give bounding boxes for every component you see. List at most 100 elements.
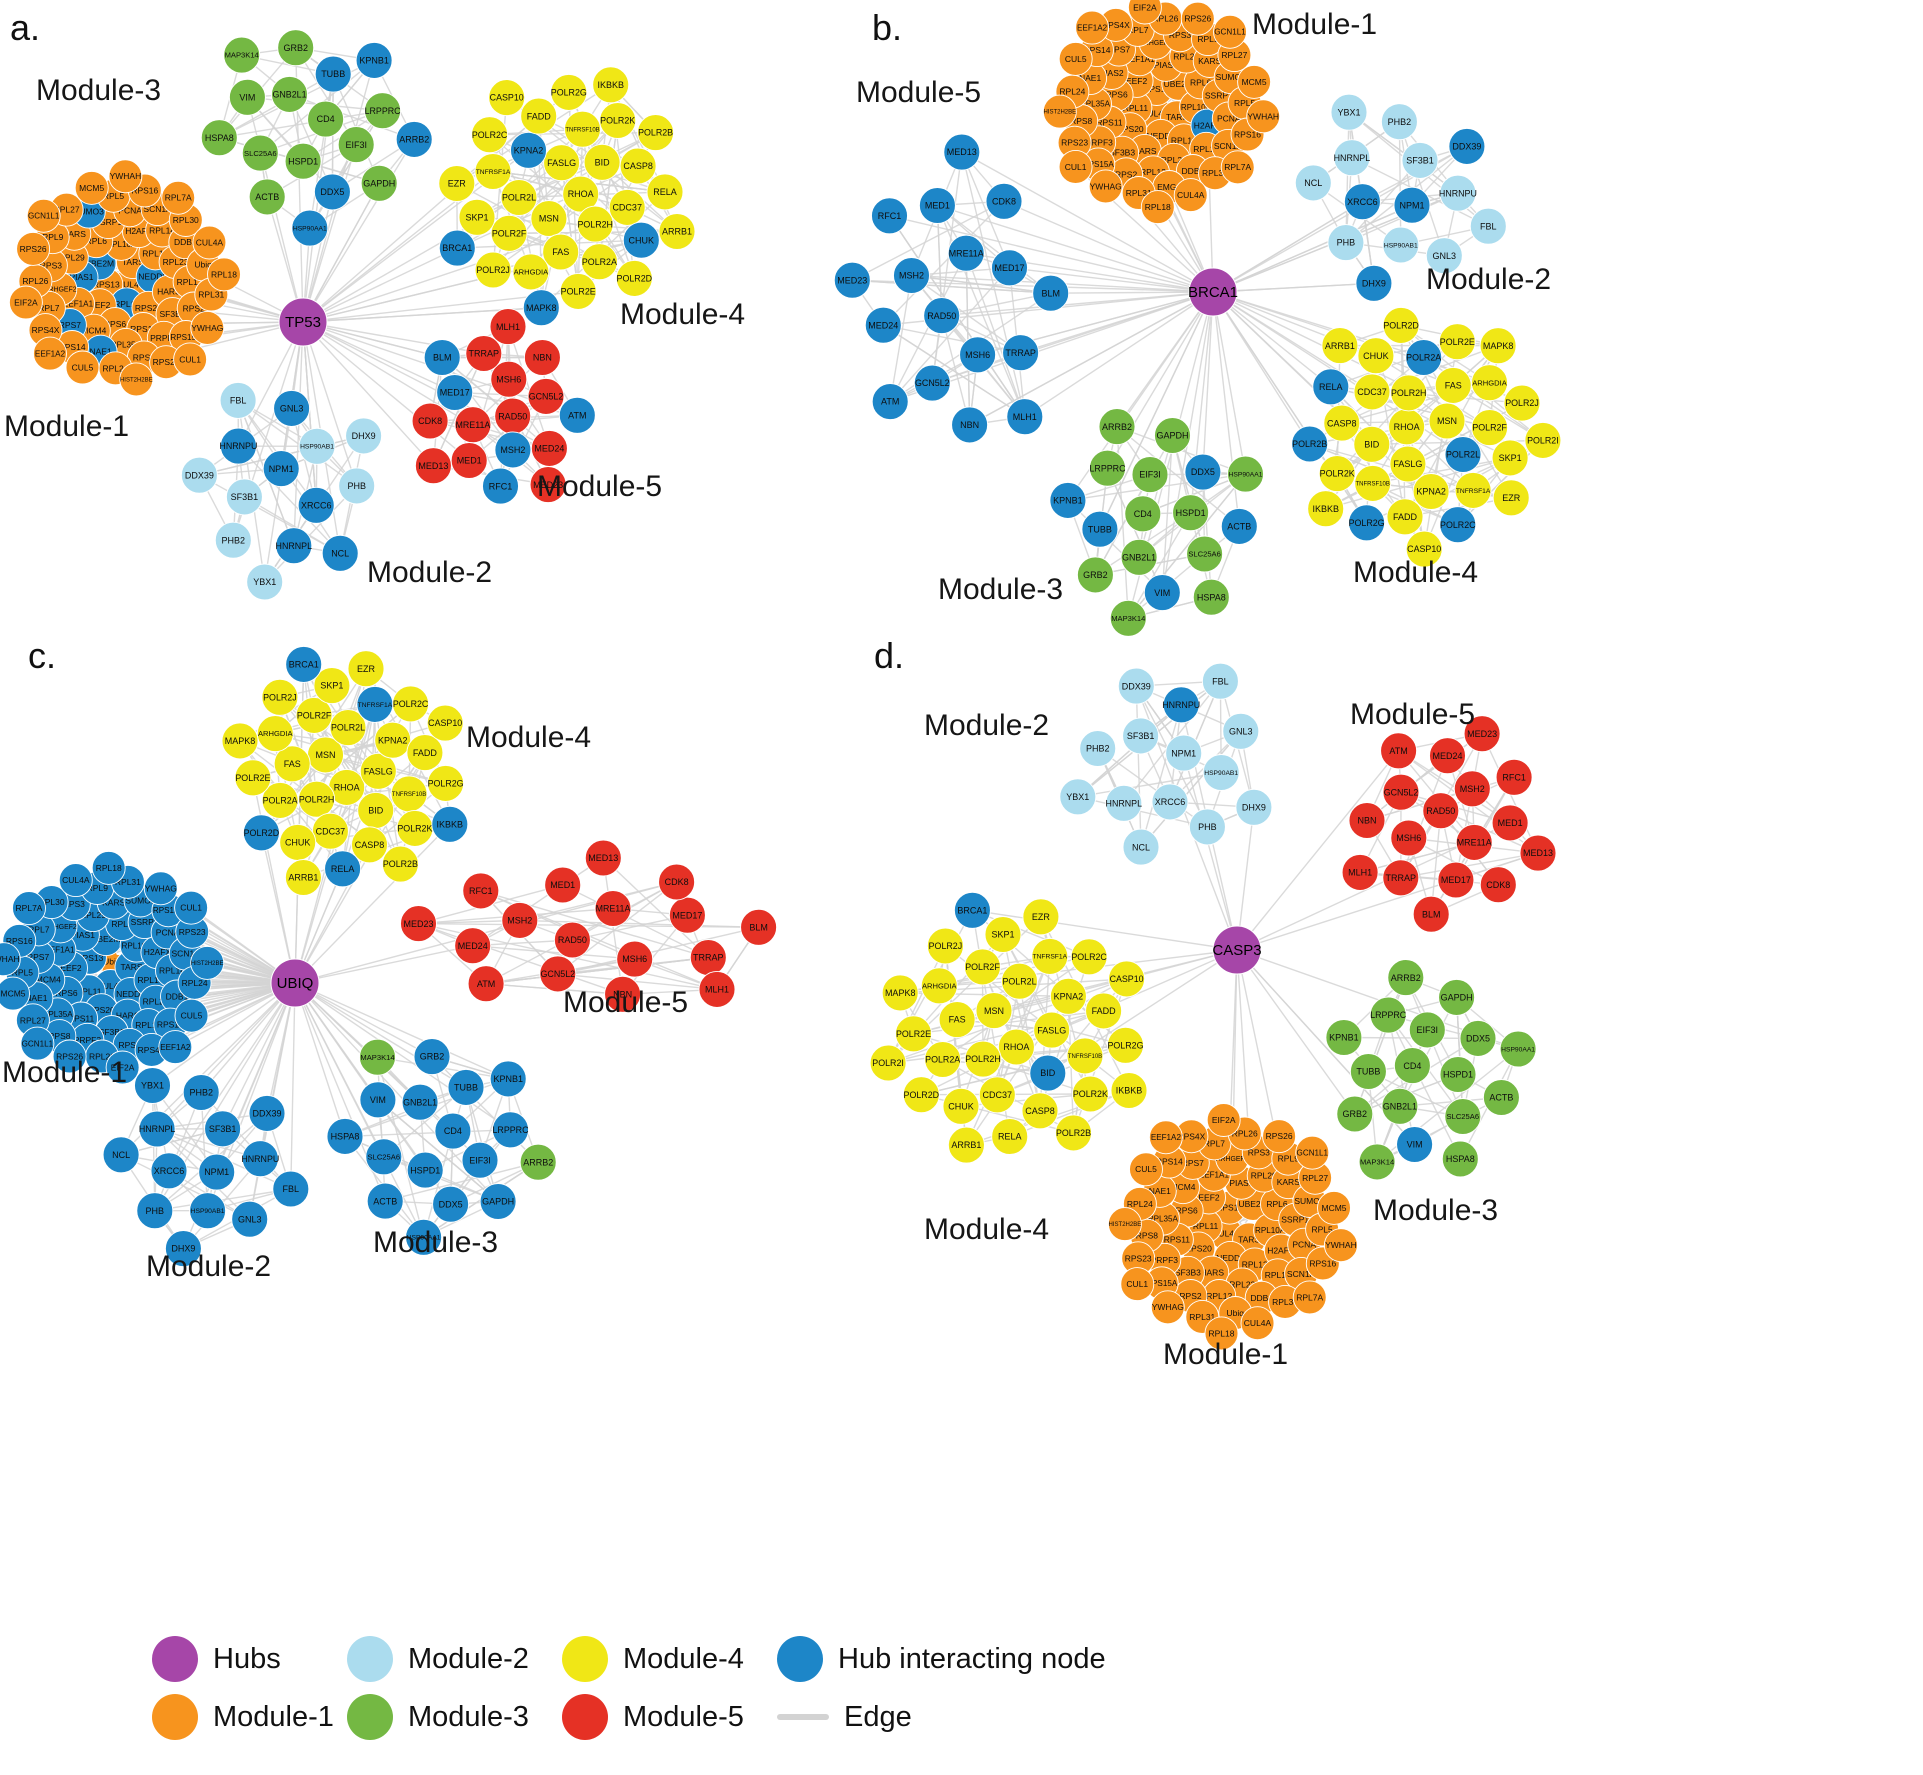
node-TUBB[interactable]: TUBB [447, 1068, 485, 1106]
node-HNRNPL[interactable]: HNRNPL [138, 1110, 176, 1148]
node-MAPK8[interactable]: MAPK8 [1479, 327, 1517, 365]
node-CDC37[interactable]: CDC37 [1353, 373, 1391, 411]
node-POLR2B[interactable]: POLR2B [637, 114, 675, 152]
node-TRRAP[interactable]: TRRAP [465, 335, 503, 372]
node-FASLG[interactable]: FASLG [1033, 1011, 1071, 1049]
node-VIM[interactable]: VIM [228, 78, 266, 116]
node-FBL[interactable]: FBL [219, 381, 257, 419]
node-MRE11A[interactable]: MRE11A [454, 406, 492, 444]
node-XRCC6[interactable]: XRCC6 [150, 1152, 188, 1190]
node-PHB[interactable]: PHB [338, 467, 376, 505]
node-MLH1[interactable]: MLH1 [1006, 398, 1044, 436]
node-MLH1[interactable]: MLH1 [698, 970, 736, 1008]
node-MAP3K14[interactable]: MAP3K14 [359, 1038, 396, 1076]
node-POLR2F[interactable]: POLR2F [964, 948, 1001, 986]
node-ARHGDIA[interactable]: ARHGDIA [256, 715, 294, 753]
node-NPM1[interactable]: NPM1 [262, 450, 300, 488]
node-KPNB1[interactable]: KPNB1 [1049, 481, 1087, 519]
node-MED17[interactable]: MED17 [436, 374, 474, 411]
node-PHB2[interactable]: PHB2 [1380, 103, 1418, 141]
node-HSPD1[interactable]: HSPD1 [284, 142, 322, 180]
node-CASP10[interactable]: CASP10 [426, 704, 464, 742]
node-EEF1A2[interactable]: EEF1A2 [158, 1030, 193, 1065]
node-HIST2H2BE[interactable]: HIST2H2BE [119, 362, 154, 397]
node-EEF1A2[interactable]: EEF1A2 [1075, 10, 1110, 45]
node-MED13[interactable]: MED13 [1519, 834, 1557, 872]
node-HNRNPU[interactable]: HNRNPU [219, 427, 257, 465]
node-MED24[interactable]: MED24 [454, 927, 492, 965]
node-CUL4A[interactable]: CUL4A [1240, 1306, 1275, 1341]
node-POLR2D[interactable]: POLR2D [1382, 306, 1420, 344]
node-IKBKB[interactable]: IKBKB [431, 805, 469, 843]
node-RPL18[interactable]: RPL18 [1204, 1316, 1239, 1351]
node-DHX9[interactable]: DHX9 [164, 1230, 202, 1268]
node-CASP8[interactable]: CASP8 [1021, 1092, 1059, 1130]
node-MSH6[interactable]: MSH6 [959, 336, 997, 374]
node-HIST2H2BE[interactable]: HIST2H2BE [1107, 1207, 1142, 1242]
node-ARRB2[interactable]: ARRB2 [519, 1143, 557, 1181]
node-POLR2H[interactable]: POLR2H [964, 1040, 1002, 1078]
node-POLR2A[interactable]: POLR2A [1405, 339, 1443, 376]
node-POLR2G[interactable]: POLR2G [1107, 1026, 1144, 1064]
node-POLR2A[interactable]: POLR2A [580, 243, 618, 281]
node-VIM[interactable]: VIM [1143, 574, 1181, 612]
node-EIF3I[interactable]: EIF3I [337, 126, 375, 164]
node-MED1[interactable]: MED1 [918, 187, 956, 224]
node-FAS[interactable]: FAS [542, 233, 580, 271]
node-RFC1[interactable]: RFC1 [1495, 758, 1533, 796]
node-POLR2E[interactable]: POLR2E [234, 759, 272, 797]
node-CDK8[interactable]: CDK8 [658, 863, 696, 901]
node-POLR2B[interactable]: POLR2B [1055, 1114, 1092, 1152]
node-GCN1L1[interactable]: GCN1L1 [20, 1026, 55, 1061]
node-MED23[interactable]: MED23 [833, 261, 871, 299]
node-POLR2J[interactable]: POLR2J [474, 251, 512, 289]
node-EZR[interactable]: EZR [1022, 898, 1060, 936]
node-FADD[interactable]: FADD [520, 97, 558, 135]
node-RPS26[interactable]: RPS26 [1262, 1119, 1297, 1154]
node-RFC1[interactable]: RFC1 [462, 872, 500, 910]
node-HSPA8[interactable]: HSPA8 [200, 119, 238, 157]
node-ATM[interactable]: ATM [467, 965, 505, 1003]
node-DDX5[interactable]: DDX5 [432, 1185, 470, 1223]
node-BRCA1[interactable]: BRCA1 [953, 891, 991, 929]
node-ARRB2[interactable]: ARRB2 [1387, 959, 1425, 997]
node-VIM[interactable]: VIM [359, 1081, 397, 1119]
node-MAP3K14[interactable]: MAP3K14 [1109, 599, 1147, 637]
node-MCM5[interactable]: MCM5 [74, 170, 109, 205]
node-RHOA[interactable]: RHOA [1388, 408, 1426, 446]
node-TNFRSF10B[interactable]: TNFRSF10B [1066, 1037, 1104, 1075]
node-EIF2A[interactable]: EIF2A [8, 285, 43, 320]
node-MCM5[interactable]: MCM5 [0, 976, 30, 1011]
node-HSP90AB1[interactable]: HSP90AB1 [1382, 226, 1420, 264]
node-POLR2C[interactable]: POLR2C [392, 685, 430, 723]
node-TRRAP[interactable]: TRRAP [1002, 334, 1040, 372]
node-RFC1[interactable]: RFC1 [482, 467, 519, 505]
node-TNFRSF1A[interactable]: TNFRSF1A [1454, 471, 1492, 509]
node-CHUK[interactable]: CHUK [1357, 337, 1395, 375]
node-HNRNPL[interactable]: HNRNPL [1333, 139, 1371, 177]
node-NPM1[interactable]: NPM1 [1393, 186, 1431, 224]
node-PHB[interactable]: PHB [136, 1192, 174, 1230]
node-DDX5[interactable]: DDX5 [1459, 1019, 1497, 1057]
node-TUBB[interactable]: TUBB [1349, 1053, 1387, 1090]
node-SKP1[interactable]: SKP1 [313, 667, 351, 705]
node-GNL3[interactable]: GNL3 [1222, 712, 1260, 750]
node-GRB2[interactable]: GRB2 [1076, 556, 1114, 594]
node-CUL5[interactable]: CUL5 [65, 350, 100, 385]
node-BRCA1[interactable]: BRCA1 [285, 645, 323, 683]
node-MAPK8[interactable]: MAPK8 [881, 974, 919, 1012]
node-KPNA2[interactable]: KPNA2 [374, 721, 412, 759]
node-POLR2J[interactable]: POLR2J [926, 927, 964, 965]
node-MED17[interactable]: MED17 [1437, 861, 1475, 899]
node-TNFRSF10B[interactable]: TNFRSF10B [1354, 464, 1392, 502]
node-ARRB1[interactable]: ARRB1 [1321, 327, 1359, 365]
node-GAPDH[interactable]: GAPDH [479, 1183, 517, 1220]
node-CUL1[interactable]: CUL1 [1120, 1267, 1155, 1302]
node-ATM[interactable]: ATM [558, 396, 596, 434]
node-RPS26[interactable]: RPS26 [1180, 1, 1215, 36]
node-DHX9[interactable]: DHX9 [345, 417, 383, 455]
node-ACTB[interactable]: ACTB [1220, 507, 1258, 545]
node-ATM[interactable]: ATM [871, 383, 909, 421]
node-TUBB[interactable]: TUBB [1081, 510, 1119, 548]
node-RPL18[interactable]: RPL18 [91, 850, 126, 885]
